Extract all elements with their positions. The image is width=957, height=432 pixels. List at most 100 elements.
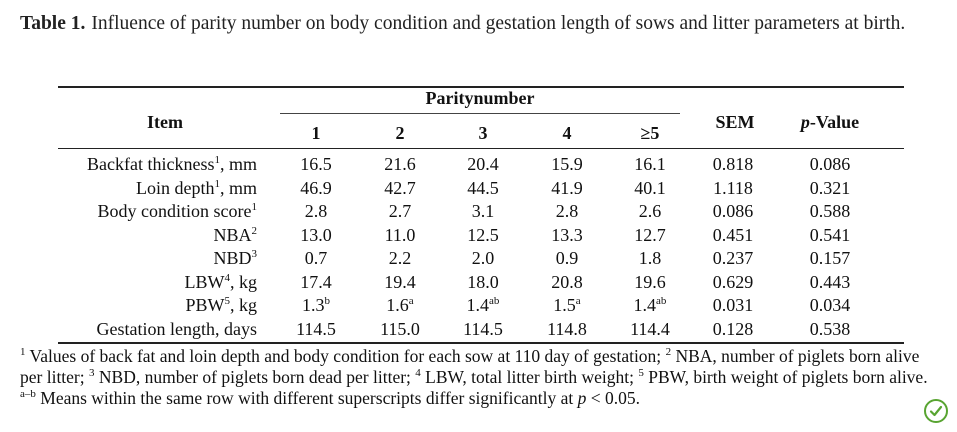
value-cell: 12.7 — [610, 225, 690, 246]
cell-value: 17.4 — [300, 271, 332, 292]
parity-group-header: Paritynumber — [425, 88, 535, 108]
table-footnote: 1 Values of back fat and loin depth and … — [20, 346, 928, 408]
value-cell: 16.5 — [276, 154, 356, 175]
value-cell: 13.0 — [276, 225, 356, 246]
item-name: Gestation length, days — [96, 318, 257, 339]
value-cell: 20.8 — [527, 272, 607, 293]
item-footnote-ref: 2 — [251, 224, 258, 237]
cell-value: 114.5 — [296, 318, 336, 339]
item-footnote-ref: 4 — [224, 271, 231, 284]
cell-value: 12.7 — [634, 224, 666, 245]
pvalue-header: p-Value — [780, 112, 880, 133]
cell-value: 41.9 — [551, 177, 583, 198]
value-cell: 44.5 — [443, 178, 523, 199]
cell-value: 18.0 — [467, 271, 499, 292]
cell-value: 114.5 — [463, 318, 503, 339]
cell-value: 0.7 — [304, 248, 328, 268]
item-unit: , kg — [230, 295, 257, 315]
cell-value: 40.1 — [634, 177, 666, 198]
item-unit: , kg — [230, 271, 257, 292]
value-cell: 13.3 — [527, 225, 607, 246]
caption-text: Influence of parity number on body condi… — [91, 13, 906, 34]
top-rule — [58, 86, 904, 88]
cell-value: 21.6 — [384, 154, 416, 174]
value-cell: 40.1 — [610, 178, 690, 199]
value-cell: 16.1 — [610, 154, 690, 175]
cell-value: 115.0 — [380, 318, 420, 339]
sem-cell: 0.086 — [712, 201, 754, 221]
value-cell: 1.8 — [610, 248, 690, 269]
cell-value: 1.5 — [553, 295, 576, 315]
item-unit: , mm — [219, 154, 257, 174]
value-cell: 0.7 — [276, 248, 356, 269]
sem-cell: 1.118 — [713, 177, 753, 198]
pvalue-cell: 0.157 — [809, 248, 851, 268]
value-cell: 0.9 — [527, 248, 607, 269]
cell-value: 2.2 — [388, 248, 412, 268]
cell-value: 11.0 — [384, 224, 416, 245]
cell-value: 3.1 — [471, 201, 495, 221]
cell-value: 1.3 — [302, 295, 325, 315]
row-item-label: LBW4, kg — [185, 272, 258, 293]
item-name: Backfat thickness — [87, 154, 215, 174]
item-name: PBW — [185, 295, 225, 315]
value-cell: 2.8 — [527, 201, 607, 222]
cell-value: 114.8 — [547, 318, 587, 339]
value-cell: 11.0 — [360, 225, 440, 246]
value-cell: 18.0 — [443, 272, 523, 293]
value-cell: 2.6 — [610, 201, 690, 222]
item-name: NBD — [213, 248, 252, 268]
cell-value: 1.8 — [638, 248, 662, 268]
cell-value: 44.5 — [467, 177, 499, 198]
pvalue-cell: 0.034 — [809, 295, 851, 315]
item-footnote-ref: 3 — [251, 248, 258, 260]
check-circle-icon[interactable] — [924, 399, 948, 423]
value-cell: 17.4 — [276, 272, 356, 293]
item-footnote-ref: 1 — [214, 177, 220, 190]
bottom-rule — [58, 342, 904, 344]
value-cell: 21.6 — [360, 154, 440, 175]
value-cell: 114.4 — [610, 319, 690, 340]
row-item-label: NBD3 — [213, 248, 257, 269]
sem-cell: 0.031 — [712, 295, 754, 315]
item-header: Item — [147, 112, 183, 132]
significance-superscript: ab — [656, 295, 667, 307]
caption-label: Table 1. — [20, 13, 86, 34]
pvalue-header-italic: p — [800, 112, 810, 132]
cell-value: 13.0 — [300, 224, 332, 245]
cell-value: 20.8 — [551, 271, 583, 292]
pvalue-cell: 0.086 — [809, 154, 851, 174]
cell-value: 42.7 — [384, 177, 416, 198]
cell-value: 19.4 — [384, 271, 416, 292]
value-cell: 19.4 — [360, 272, 440, 293]
value-cell: 46.9 — [276, 178, 356, 199]
row-item-label: Loin depth1, mm — [136, 178, 257, 199]
significance-superscript: b — [324, 295, 331, 307]
value-cell: 1.5a — [527, 295, 607, 316]
parity-column-header: 4 — [562, 123, 572, 143]
value-cell: 3.1 — [443, 201, 523, 222]
parity-column-header: 1 — [311, 123, 321, 143]
table-caption: Table 1. Influence of parity number on bo… — [20, 10, 940, 37]
value-cell: 1.4ab — [610, 295, 690, 316]
cell-value: 2.8 — [304, 201, 328, 221]
sem-cell: 0.629 — [712, 271, 754, 292]
item-footnote-ref: 1 — [214, 154, 220, 166]
value-cell: 42.7 — [360, 178, 440, 199]
pvalue-header-rest: -Value — [809, 112, 860, 132]
value-cell: 1.4ab — [443, 295, 523, 316]
value-cell: 20.4 — [443, 154, 523, 175]
cell-value: 1.6 — [386, 295, 409, 315]
significance-superscript: a — [575, 295, 581, 307]
pvalue-cell: 0.541 — [809, 224, 851, 245]
cell-value: 1.4 — [633, 295, 657, 315]
row-item-label: Backfat thickness1, mm — [87, 154, 257, 175]
value-cell: 15.9 — [527, 154, 607, 175]
check-mark-icon — [929, 405, 943, 417]
item-unit: , mm — [219, 177, 257, 198]
value-cell: 12.5 — [443, 225, 523, 246]
cell-value: 16.1 — [634, 154, 666, 174]
value-cell: 2.0 — [443, 248, 523, 269]
cell-value: 114.4 — [630, 318, 670, 339]
parity-column-header: 3 — [478, 123, 488, 143]
